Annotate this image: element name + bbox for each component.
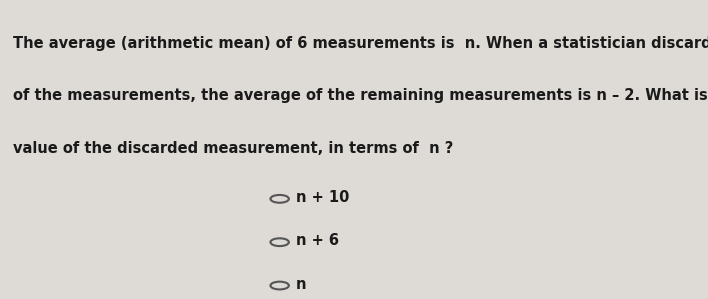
- Text: of the measurements, the average of the remaining measurements is n – 2. What is: of the measurements, the average of the …: [13, 88, 708, 103]
- Text: The average (arithmetic mean) of 6 measurements is  n. When a statistician disca: The average (arithmetic mean) of 6 measu…: [13, 36, 708, 51]
- Text: n + 6: n + 6: [296, 233, 339, 248]
- Text: n: n: [296, 277, 307, 292]
- Text: n + 10: n + 10: [296, 190, 349, 205]
- Text: value of the discarded measurement, in terms of  n ?: value of the discarded measurement, in t…: [13, 141, 453, 155]
